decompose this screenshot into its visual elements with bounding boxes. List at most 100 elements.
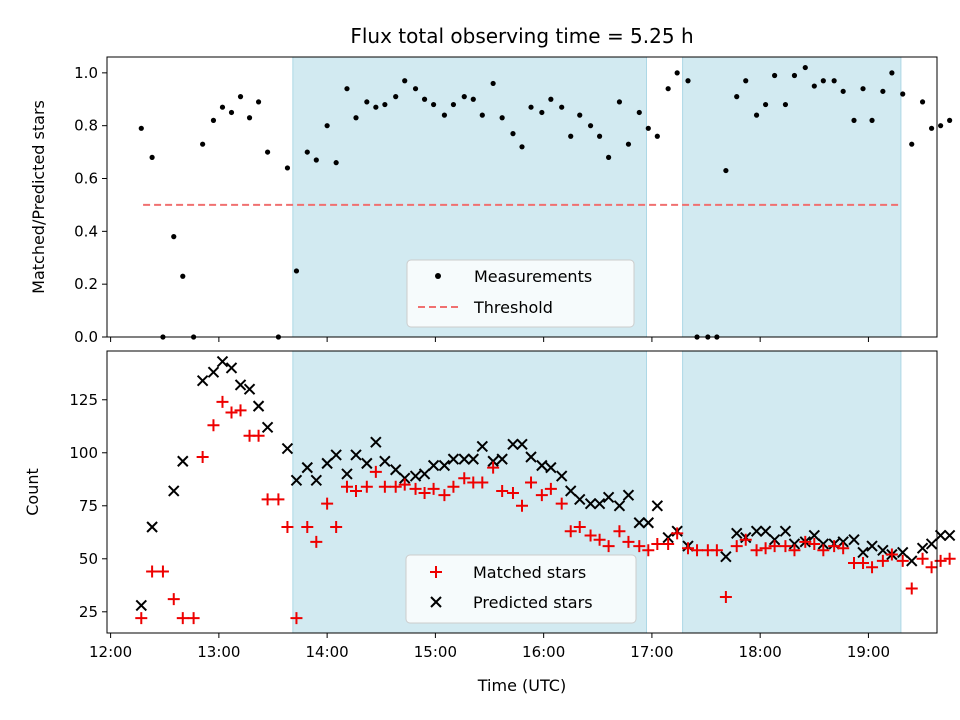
matched-point — [857, 557, 870, 570]
measurement-point — [219, 104, 226, 110]
measurement-point — [284, 165, 291, 171]
predicted-point — [759, 525, 772, 537]
measurement-point — [685, 78, 691, 84]
predicted-point — [633, 517, 645, 529]
legend-predicted-marker — [430, 596, 442, 608]
predicted-point — [574, 493, 586, 506]
measurement-point — [490, 80, 496, 87]
predicted-point — [943, 529, 956, 542]
legend-predicted-label: Predicted stars — [473, 593, 593, 612]
measurement-point — [324, 123, 330, 129]
bottom-y-tick-label: 50 — [79, 550, 98, 568]
predicted-point — [290, 474, 303, 487]
predicted-point — [768, 533, 781, 546]
matched-point — [281, 520, 294, 533]
measurement-point — [654, 133, 660, 139]
predicted-point — [731, 527, 743, 540]
matched-point — [730, 540, 743, 553]
matched-point — [602, 540, 615, 553]
predicted-point — [857, 546, 869, 559]
matched-point — [360, 480, 373, 493]
measurement-point — [441, 112, 448, 118]
matched-point — [916, 552, 929, 565]
matched-point — [272, 493, 285, 506]
matched-point — [885, 548, 898, 561]
measurement-point — [909, 141, 915, 147]
x-tick-label: 15:00 — [414, 643, 457, 661]
matched-point — [207, 419, 220, 432]
measurement-point — [947, 117, 953, 123]
measurement-point — [577, 112, 583, 118]
top-y-axis-label: Matched/Predicted stars — [29, 100, 48, 294]
predicted-point — [281, 442, 294, 455]
matched-point — [691, 544, 704, 557]
predicted-point — [817, 538, 830, 550]
predicted-point — [330, 449, 342, 461]
measurement-point — [373, 104, 379, 110]
bottom-legend: Matched stars Predicted stars — [405, 554, 637, 624]
measurement-point — [499, 115, 505, 121]
predicted-point — [808, 529, 821, 542]
predicted-point — [622, 489, 635, 501]
measurement-point — [353, 115, 359, 121]
predicted-point — [750, 525, 763, 537]
matched-point — [146, 565, 159, 578]
measurement-point — [519, 144, 525, 150]
measurement-point — [246, 115, 253, 121]
matched-point — [837, 542, 850, 555]
matched-point — [252, 429, 265, 442]
matched-point — [876, 554, 889, 567]
measurement-point — [587, 123, 594, 129]
measurement-point — [264, 149, 271, 155]
matched-point — [622, 535, 635, 548]
measurement-point — [753, 112, 760, 118]
measurement-point — [851, 117, 857, 123]
matched-point — [476, 476, 489, 489]
predicted-point — [779, 525, 792, 537]
measurement-point — [596, 133, 603, 139]
matched-point — [196, 451, 209, 464]
predicted-point — [361, 457, 373, 470]
measurement-point — [421, 96, 428, 102]
measurement-point — [559, 104, 565, 110]
matched-point — [176, 612, 189, 625]
measurement-point — [149, 154, 155, 160]
top-y-tick-label: 0.6 — [74, 170, 98, 188]
matched-point — [350, 484, 362, 497]
matched-point — [427, 482, 440, 495]
measurement-point — [255, 99, 262, 105]
matched-point — [398, 478, 411, 491]
matched-point — [216, 395, 229, 408]
matched-point — [866, 561, 879, 574]
bottom-y-tick-label: 100 — [69, 444, 98, 462]
predicted-point — [866, 540, 878, 552]
measurement-point — [782, 101, 789, 108]
matched-point — [535, 489, 548, 502]
measurement-point — [791, 72, 798, 79]
matched-point — [506, 487, 519, 500]
x-tick-label: 19:00 — [847, 643, 890, 661]
top-legend-box — [406, 259, 635, 328]
matched-point — [768, 540, 781, 553]
top-axes-frame — [106, 56, 938, 338]
measurement-point — [831, 78, 837, 84]
predicted-point — [225, 362, 238, 374]
top-panel: 0.0 0.2 0.4 0.6 0.8 1.0 Matched/Predicted sta… — [29, 56, 953, 346]
matched-point — [167, 593, 180, 606]
predicted-point — [487, 455, 499, 467]
matched-point — [934, 554, 947, 567]
matched-point — [584, 529, 597, 542]
matched-point — [573, 520, 586, 533]
matched-point — [378, 480, 391, 493]
predicted-point — [602, 491, 615, 504]
matched-point — [593, 533, 606, 546]
top-y-tick-label: 0.8 — [74, 117, 98, 135]
predicted-point — [925, 538, 938, 550]
matched-point — [564, 525, 577, 538]
predicted-point — [642, 517, 655, 529]
measurement-point — [393, 94, 399, 100]
measurement-point — [344, 86, 350, 92]
matched-point — [779, 540, 792, 553]
bottom-panel: 25 50 75 100 125 12:00 13:00 14:00 15:00 16:00 17… — [23, 350, 956, 695]
matched-point — [633, 540, 646, 553]
